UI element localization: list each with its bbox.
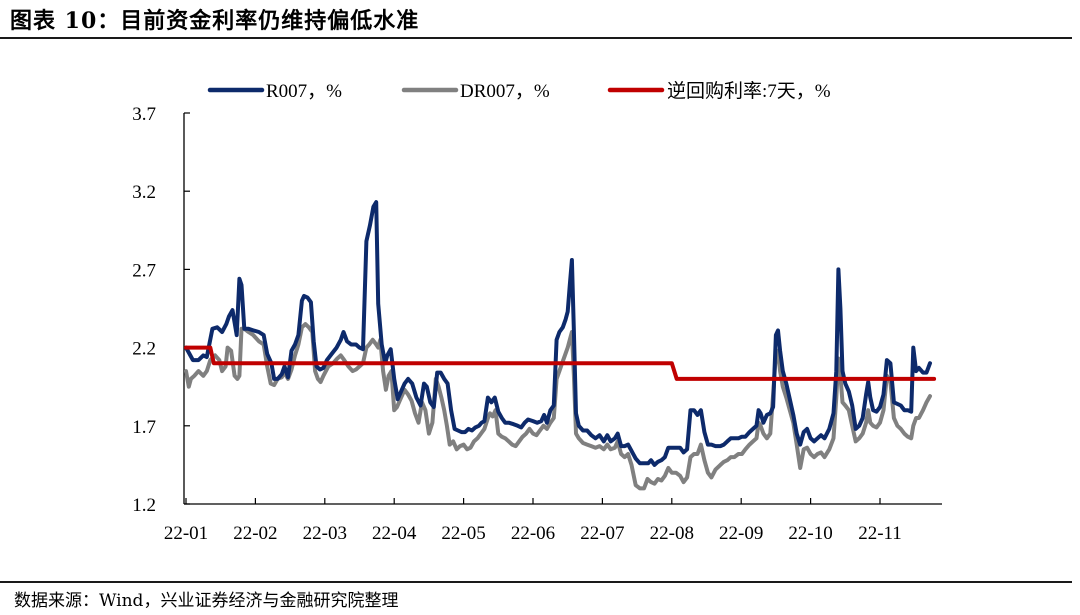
legend-item-r007: R007，% [207, 81, 342, 102]
x-tick-label: 22-02 [233, 523, 277, 544]
x-tick-label: 22-07 [580, 523, 624, 544]
legend: R007，% DR007，% 逆回购利率:7天，% [207, 80, 831, 102]
x-tick-label: 22-08 [650, 523, 694, 544]
bottom-divider [0, 581, 1072, 583]
legend-label: 逆回购利率:7天，% [667, 80, 831, 102]
y-tick-label: 1.2 [132, 495, 156, 516]
plot-area [184, 200, 937, 491]
legend-item-dr007: DR007，% [401, 81, 550, 102]
reverse-repo-7d-line [184, 345, 937, 381]
line-chart: 1.21.72.22.73.23.7 22-01 22-02 22-03 22-04 2… [132, 80, 942, 544]
x-axis: 22-01 22-02 22-03 22-04 22-05 22-06 22-07 22-08… [164, 498, 942, 544]
x-tick-label: 22-11 [858, 523, 902, 544]
x-tick-label: 22-01 [164, 523, 208, 544]
legend-label: R007，% [266, 81, 342, 102]
data-source-note: 数据来源：Wind，兴业证券经济与金融研究院整理 [14, 591, 399, 611]
y-tick-label: 2.2 [132, 339, 156, 360]
x-tick-label: 22-03 [303, 523, 347, 544]
x-tick-label: 22-04 [372, 523, 417, 544]
r007-line [184, 200, 932, 467]
x-tick-label: 22-09 [719, 523, 763, 544]
top-divider [0, 37, 1072, 39]
y-tick-label: 1.7 [132, 417, 156, 438]
y-tick-label: 2.7 [132, 260, 156, 281]
legend-label: DR007，% [460, 81, 550, 102]
y-tick-label: 3.2 [132, 182, 156, 203]
legend-item-reverse-repo: 逆回购利率:7天，% [607, 80, 831, 102]
y-axis: 1.2 1.7 2.2 2.7 3.2 3.7 [132, 104, 190, 516]
x-tick-label: 22-06 [511, 523, 555, 544]
x-tick-label: 22-10 [788, 523, 832, 544]
y-tick-label: 3.7 [132, 104, 156, 125]
chart-title: 图表 10：目前资金利率仍维持偏低水准 [10, 8, 420, 34]
dr007-line [184, 322, 932, 491]
x-tick-label: 22-05 [441, 523, 485, 544]
